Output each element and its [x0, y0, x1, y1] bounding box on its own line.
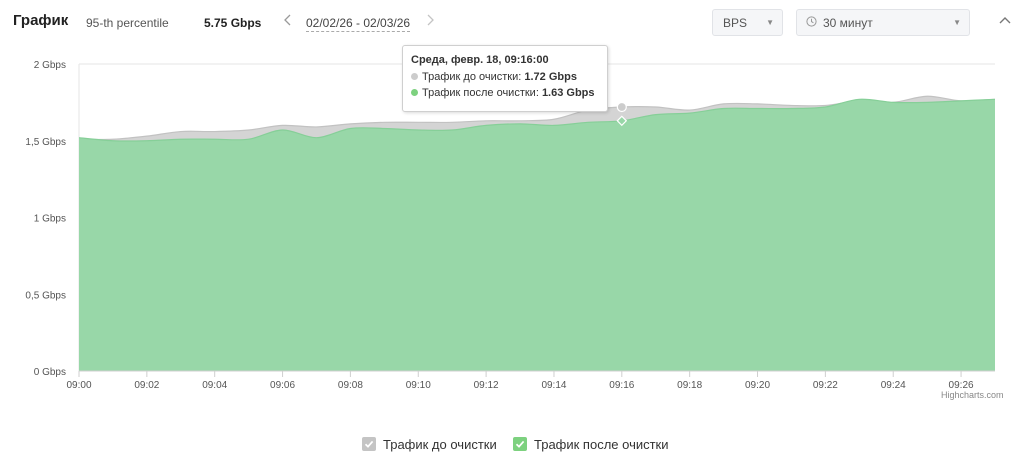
caret-down-icon: ▼: [953, 18, 961, 27]
tooltip-row-before: Трафик до очистки: 1.72 Gbps: [411, 71, 599, 83]
checkbox-icon[interactable]: [362, 437, 376, 451]
hover-markers: [616, 101, 628, 127]
interval-select[interactable]: 30 минут ▼: [796, 9, 970, 36]
series-area-after: [79, 99, 995, 372]
hover-marker-before: [616, 101, 627, 113]
units-select-value: BPS: [723, 16, 748, 30]
chart-credits[interactable]: Highcharts.com: [941, 390, 1004, 400]
x-tick-label: 09:12: [474, 380, 499, 391]
legend-item-after[interactable]: Трафик после очистки: [513, 436, 673, 454]
units-select[interactable]: BPS ▼: [712, 9, 783, 36]
tooltip-row-after: Трафик после очистки: 1.63 Gbps: [411, 87, 599, 99]
interval-select-value: 30 минут: [823, 16, 873, 30]
x-tick-label: 09:20: [745, 380, 770, 391]
x-tick-label: 09:26: [949, 380, 974, 391]
clock-icon: [806, 16, 817, 27]
tooltip-row-before-label: Трафик до очистки:: [422, 71, 522, 83]
tooltip-row-after-label: Трафик после очистки:: [422, 87, 539, 99]
series-areas: [78, 95, 996, 372]
y-tick-label: 1 Gbps: [34, 214, 66, 225]
x-tick-label: 09:00: [66, 380, 91, 391]
percentile-label: 95-th percentile: [86, 16, 169, 30]
x-tick-label: 09:22: [813, 380, 838, 391]
legend-item-before[interactable]: Трафик до очистки: [362, 436, 502, 454]
tooltip-row-before-value: 1.72 Gbps: [524, 71, 577, 83]
x-tick-label: 09:18: [677, 380, 702, 391]
y-tick-label: 1,5 Gbps: [25, 137, 66, 148]
percentile-value: 5.75 Gbps: [204, 16, 262, 30]
chart-tooltip: Среда, февр. 18, 09:16:00 Трафик до очис…: [402, 45, 608, 112]
x-tick-label: 09:04: [202, 380, 227, 391]
traffic-area-chart: 0 Gbps 0,5 Gbps 1 Gbps 1,5 Gbps 2 Gbps 09:00 0…: [25, 60, 996, 391]
x-tick-label: 09:06: [270, 380, 295, 391]
y-tick-label: 0,5 Gbps: [25, 290, 66, 301]
caret-down-icon: ▼: [766, 18, 774, 27]
series-line-after: [78, 98, 996, 142]
x-tick-label: 09:16: [609, 380, 634, 391]
x-tick-label: 09:02: [134, 380, 159, 391]
hover-marker-after: [616, 115, 628, 127]
y-tick-label: 2 Gbps: [34, 60, 66, 71]
tooltip-dot-after: [411, 89, 418, 96]
chevron-left-icon[interactable]: [284, 13, 292, 29]
tooltip-row-after-value: 1.63 Gbps: [541, 87, 595, 99]
chart-title: График: [13, 12, 69, 29]
date-range-picker[interactable]: 02/02/26 - 02/03/26: [306, 16, 411, 32]
x-tick-label: 09:10: [406, 380, 431, 391]
x-tick-label: 09:24: [881, 380, 906, 391]
chart-header: График 95-th percentile 5.75 Gbps 02/02/…: [0, 0, 1024, 46]
legend-label-before: Трафик до очистки: [383, 437, 497, 452]
chevron-up-icon[interactable]: [998, 14, 1012, 28]
tooltip-dot-before: [411, 73, 418, 80]
tooltip-header: Среда, февр. 18, 09:16:00: [411, 54, 549, 66]
axes: 0 Gbps 0,5 Gbps 1 Gbps 1,5 Gbps 2 Gbps 09:00 0…: [25, 60, 995, 391]
chevron-right-icon[interactable]: [426, 13, 434, 29]
x-tick-label: 09:14: [541, 380, 566, 391]
legend-label-after: Трафик после очистки: [534, 437, 669, 452]
x-tick-label: 09:08: [338, 380, 363, 391]
y-tick-label: 0 Gbps: [34, 367, 66, 378]
checkbox-icon[interactable]: [513, 437, 527, 451]
